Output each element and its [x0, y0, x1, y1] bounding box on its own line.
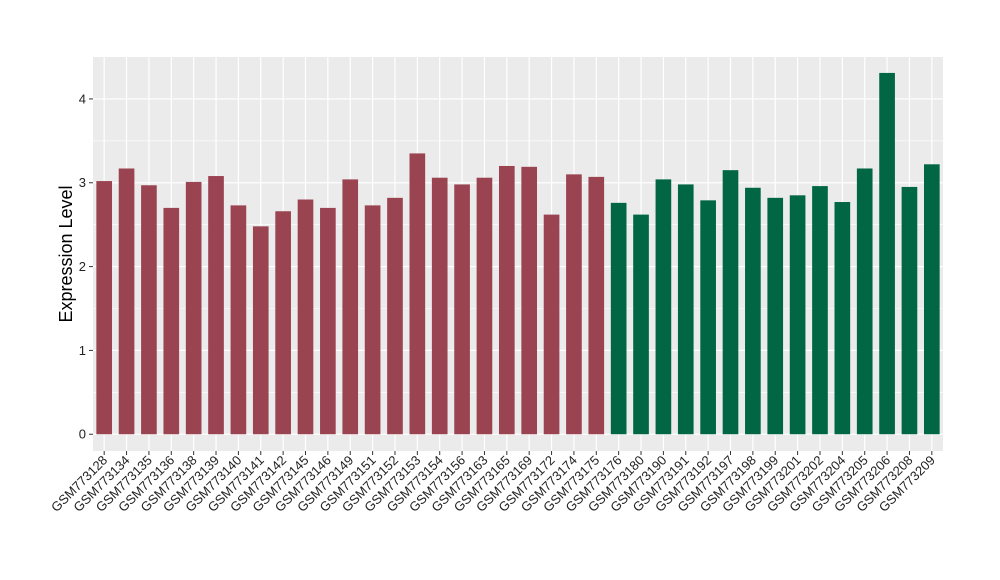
bar-GSM773142	[275, 211, 291, 435]
bar-GSM773139	[208, 176, 224, 435]
y-tick-label: 0	[79, 427, 86, 442]
bar-GSM773149	[342, 179, 359, 435]
y-tick-label: 3	[79, 175, 86, 190]
y-tick-label: 1	[79, 343, 86, 358]
bar-GSM773176	[610, 202, 627, 435]
bar-GSM773172	[543, 214, 560, 435]
bar-GSM773136	[163, 207, 180, 435]
bar-GSM773180	[633, 214, 649, 435]
bar-GSM773175	[588, 176, 605, 435]
bar-GSM773205	[856, 168, 873, 435]
y-tick-label: 4	[79, 91, 86, 106]
bar-GSM773153	[409, 153, 426, 435]
bar-GSM773165	[498, 165, 515, 435]
bar-GSM773204	[834, 202, 851, 435]
bar-GSM773134	[118, 168, 135, 435]
bar-GSM773163	[476, 177, 493, 435]
bar-GSM773191	[677, 184, 694, 435]
bar-GSM773198	[745, 187, 761, 435]
bar-GSM773146	[320, 207, 336, 435]
bar-GSM773206	[879, 72, 895, 435]
bar-GSM773208	[901, 186, 918, 435]
bar-GSM773199	[767, 197, 784, 435]
y-axis: 0 1 2 3 4	[79, 91, 93, 442]
bar-GSM773190	[655, 179, 672, 435]
bar-GSM773209	[923, 164, 940, 435]
y-axis-title: Expression Level	[56, 185, 76, 322]
bar-GSM773141	[252, 226, 269, 435]
x-axis: GSM773128GSM773134GSM773135GSM773136GSM7…	[48, 451, 938, 515]
bar-GSM773174	[566, 174, 582, 435]
bars	[96, 72, 940, 435]
bar-GSM773135	[141, 185, 157, 435]
bar-GSM773140	[230, 205, 247, 435]
bar-GSM773128	[96, 181, 113, 435]
bar-GSM773152	[387, 197, 403, 435]
bar-GSM773145	[297, 199, 314, 435]
bar-GSM773202	[812, 186, 828, 435]
bar-GSM773169	[521, 166, 538, 435]
bar-GSM773154	[431, 177, 448, 435]
bar-GSM773201	[789, 195, 806, 435]
bar-GSM773156	[454, 184, 470, 435]
bar-GSM773197	[722, 170, 739, 435]
y-tick-label: 2	[79, 259, 86, 274]
bar-GSM773192	[700, 200, 716, 435]
bar-GSM773138	[185, 181, 202, 435]
bar-GSM773151	[364, 205, 381, 435]
